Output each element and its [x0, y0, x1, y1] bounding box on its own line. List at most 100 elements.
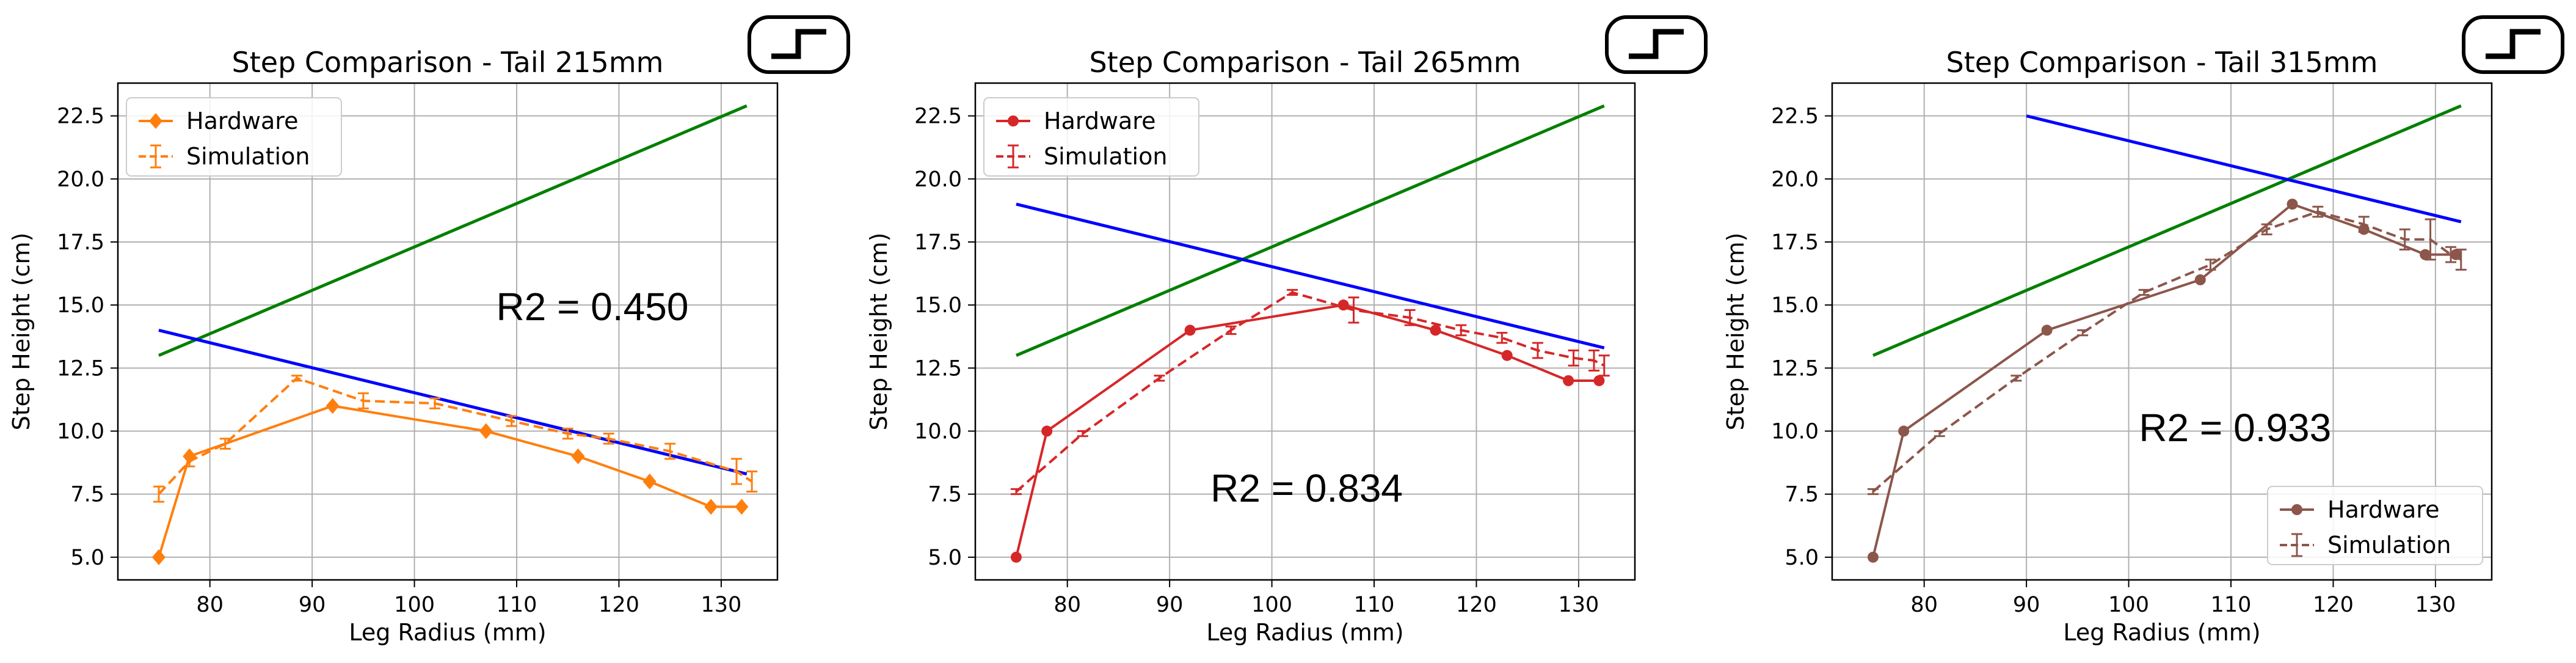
- fit-lines: [158, 104, 748, 476]
- hardware-point: [2358, 224, 2370, 235]
- grid: [975, 83, 1635, 580]
- legend-box: [983, 97, 1199, 177]
- step-function-icon-glyph: [1629, 29, 1684, 59]
- r2-annotation: R2 = 0.450: [497, 285, 689, 329]
- step-function-icon: [1605, 15, 1708, 74]
- legend-box: [126, 97, 342, 177]
- tick-group: 80 90 100 110 120 130 5.0 7.5 10.0 12.5 15.0 17.5 20…: [1771, 104, 2456, 617]
- chart-panel-3: 80 90 100 110 120 130 5.0 7.5 10.0 12.5 15.0 17.5 20…: [1722, 15, 2564, 646]
- hardware-point: [2041, 324, 2053, 336]
- legend-hardware-marker: [1008, 115, 1019, 126]
- hardware-point: [1501, 350, 1513, 361]
- y-tick-label: 5.0: [928, 546, 962, 570]
- x-tick-label: 120: [599, 593, 639, 617]
- x-tick-label: 110: [1354, 593, 1395, 617]
- y-tick-label: 10.0: [57, 420, 104, 444]
- step-function-icon: [2462, 15, 2564, 74]
- simulation-series: [1867, 205, 2467, 496]
- legend-hardware-label: Hardware: [2327, 496, 2439, 523]
- blue-line: [158, 329, 748, 476]
- y-tick-label: 10.0: [1771, 420, 1819, 444]
- hardware-point: [1867, 551, 1879, 563]
- y-tick-label: 15.0: [914, 293, 962, 318]
- y-tick-label: 20.0: [57, 167, 104, 192]
- hardware-point: [1184, 324, 1196, 336]
- x-tick-label: 90: [1156, 593, 1184, 617]
- hardware-point: [1010, 551, 1022, 563]
- hardware-point: [1337, 299, 1349, 311]
- hardware-point: [704, 499, 718, 515]
- y-tick-label: 7.5: [928, 483, 962, 507]
- x-tick-label: 80: [1053, 593, 1081, 617]
- r2-annotation: R2 = 0.933: [2139, 406, 2331, 450]
- x-tick-label: 110: [497, 593, 537, 617]
- legend-hardware-label: Hardware: [1044, 108, 1155, 134]
- step-function-icon: [748, 15, 850, 74]
- hardware-point: [479, 423, 493, 439]
- chart-panel-1: 80 90 100 110 120 130 5.0 7.5 10.0 12.5 15.0 17.5 20…: [8, 15, 850, 646]
- y-tick-label: 17.5: [914, 230, 962, 255]
- hardware-point: [735, 499, 749, 515]
- grid: [118, 83, 777, 580]
- x-tick-label: 130: [2415, 593, 2456, 617]
- chart-panel-2: 80 90 100 110 120 130 5.0 7.5 10.0 12.5 15.0 17.5 20…: [865, 15, 1708, 646]
- axes-frame: [117, 82, 779, 581]
- chart-title: Step Comparison - Tail 315mm: [1946, 46, 2378, 79]
- x-tick-label: 90: [2013, 593, 2040, 617]
- hardware-point: [571, 448, 585, 464]
- hardware-point: [1593, 375, 1605, 386]
- y-axis-label: Step Height (cm): [1722, 233, 1749, 431]
- r2-annotation: R2 = 0.834: [1210, 466, 1403, 510]
- y-tick-label: 12.5: [57, 356, 104, 381]
- hardware-point: [2194, 274, 2206, 285]
- green-line: [1872, 104, 2462, 357]
- x-tick-label: 100: [394, 593, 435, 617]
- legend: Hardware Simulation: [983, 97, 1199, 177]
- x-tick-label: 90: [299, 593, 326, 617]
- x-tick-label: 100: [1251, 593, 1292, 617]
- hardware-point: [2420, 249, 2431, 260]
- y-tick-label: 5.0: [1785, 546, 1819, 570]
- legend-hardware-marker: [2291, 504, 2302, 515]
- x-tick-label: 80: [196, 593, 224, 617]
- blue-line: [1016, 202, 1605, 350]
- legend-simulation-label: Simulation: [1044, 143, 1167, 170]
- hardware-point: [1041, 425, 1053, 437]
- x-tick-label: 130: [701, 593, 742, 617]
- legend-simulation-label: Simulation: [186, 143, 310, 170]
- hardware-line: [158, 405, 742, 558]
- hardware-point: [183, 448, 197, 464]
- y-axis-label: Step Height (cm): [8, 233, 35, 431]
- x-tick-label: 130: [1559, 593, 1599, 617]
- green-line: [1016, 104, 1605, 357]
- x-axis-label: Leg Radius (mm): [2063, 619, 2260, 646]
- step-function-icon-glyph: [2486, 29, 2541, 59]
- x-tick-label: 120: [1456, 593, 1497, 617]
- y-axis-label: Step Height (cm): [865, 233, 892, 431]
- x-axis-label: Leg Radius (mm): [349, 619, 546, 646]
- axes-frame: [974, 82, 1636, 581]
- y-tick-label: 15.0: [57, 293, 104, 318]
- y-tick-label: 12.5: [914, 356, 962, 381]
- y-tick-label: 7.5: [70, 483, 104, 507]
- hardware-point: [2450, 249, 2462, 260]
- tick-group: 80 90 100 110 120 130 5.0 7.5 10.0 12.5 15.0 17.5 20…: [914, 104, 1599, 617]
- y-tick-label: 15.0: [1771, 293, 1819, 318]
- y-tick-label: 20.0: [914, 167, 962, 192]
- legend: Hardware Simulation: [2267, 486, 2483, 565]
- fit-lines: [1016, 104, 1605, 357]
- hardware-point: [326, 398, 340, 414]
- chart-title: Step Comparison - Tail 265mm: [1090, 46, 1521, 79]
- y-tick-label: 5.0: [70, 546, 104, 570]
- step-function-icon-glyph: [771, 29, 826, 59]
- hardware-line: [1872, 202, 2456, 558]
- hardware-point: [642, 474, 657, 490]
- y-tick-label: 22.5: [57, 104, 104, 129]
- y-tick-label: 22.5: [1771, 104, 1819, 129]
- green-line: [158, 104, 748, 357]
- x-tick-label: 80: [1910, 593, 1938, 617]
- simulation-series: [153, 375, 758, 503]
- y-tick-label: 17.5: [1771, 230, 1819, 255]
- y-tick-label: 22.5: [914, 104, 962, 129]
